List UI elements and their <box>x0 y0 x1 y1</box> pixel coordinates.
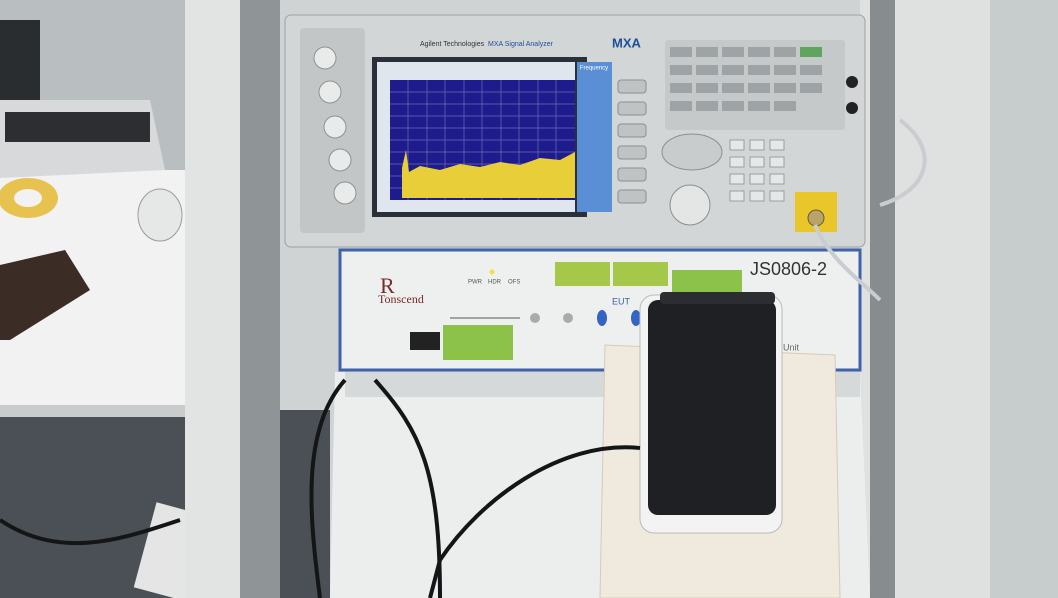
indicator-label: HDR <box>488 280 502 286</box>
indicator-label: OFS <box>508 280 520 286</box>
analyzer-badge: MXA <box>612 35 642 50</box>
status-display <box>613 262 668 286</box>
indicators: PWR HDR OFS <box>468 280 520 286</box>
rf-cable <box>813 224 882 302</box>
indicator-label: PWR <box>468 280 483 286</box>
book <box>0 250 90 340</box>
port-label: EUT <box>612 296 631 306</box>
softkey-title: Frequency <box>580 66 608 72</box>
shield-model: JS0806-2 <box>750 259 827 279</box>
spectrum-trace <box>402 150 575 198</box>
green-panel <box>443 325 513 360</box>
function-keys <box>670 47 822 111</box>
arrow-pad <box>661 133 723 171</box>
softkeys <box>617 79 647 204</box>
power-switch <box>410 332 440 350</box>
port <box>563 313 573 323</box>
rack-rail-right <box>870 0 895 598</box>
rack-rail-left <box>240 0 280 598</box>
monitor <box>0 20 40 110</box>
analyzer-model: MXA Signal Analyzer <box>488 41 554 48</box>
shield-logo: Tonscend <box>378 292 424 306</box>
analyzer-brand: Agilent Technologies <box>420 41 485 48</box>
side-text: Unit <box>783 342 800 352</box>
number-keys <box>729 139 785 202</box>
rotary-knob <box>669 184 711 226</box>
phone-screen <box>648 300 776 515</box>
port-cap <box>631 310 641 326</box>
indicator-led <box>489 269 495 275</box>
rf-cable <box>879 118 927 207</box>
phone-clamp <box>660 292 775 304</box>
softkey-menu <box>577 62 612 212</box>
jack <box>846 102 858 114</box>
cables <box>0 378 641 598</box>
right-wall <box>990 0 1058 598</box>
status-display <box>555 262 610 286</box>
green-label <box>672 270 742 296</box>
tape-hole <box>14 189 42 207</box>
knobs <box>313 46 357 205</box>
jack <box>846 76 858 88</box>
rf-connector <box>807 209 825 227</box>
laptop-keyboard <box>5 112 150 142</box>
port <box>530 313 540 323</box>
desk-edge <box>0 405 240 417</box>
mouse <box>137 188 183 242</box>
port-cap <box>597 310 607 326</box>
logo-mark: R <box>380 273 395 298</box>
